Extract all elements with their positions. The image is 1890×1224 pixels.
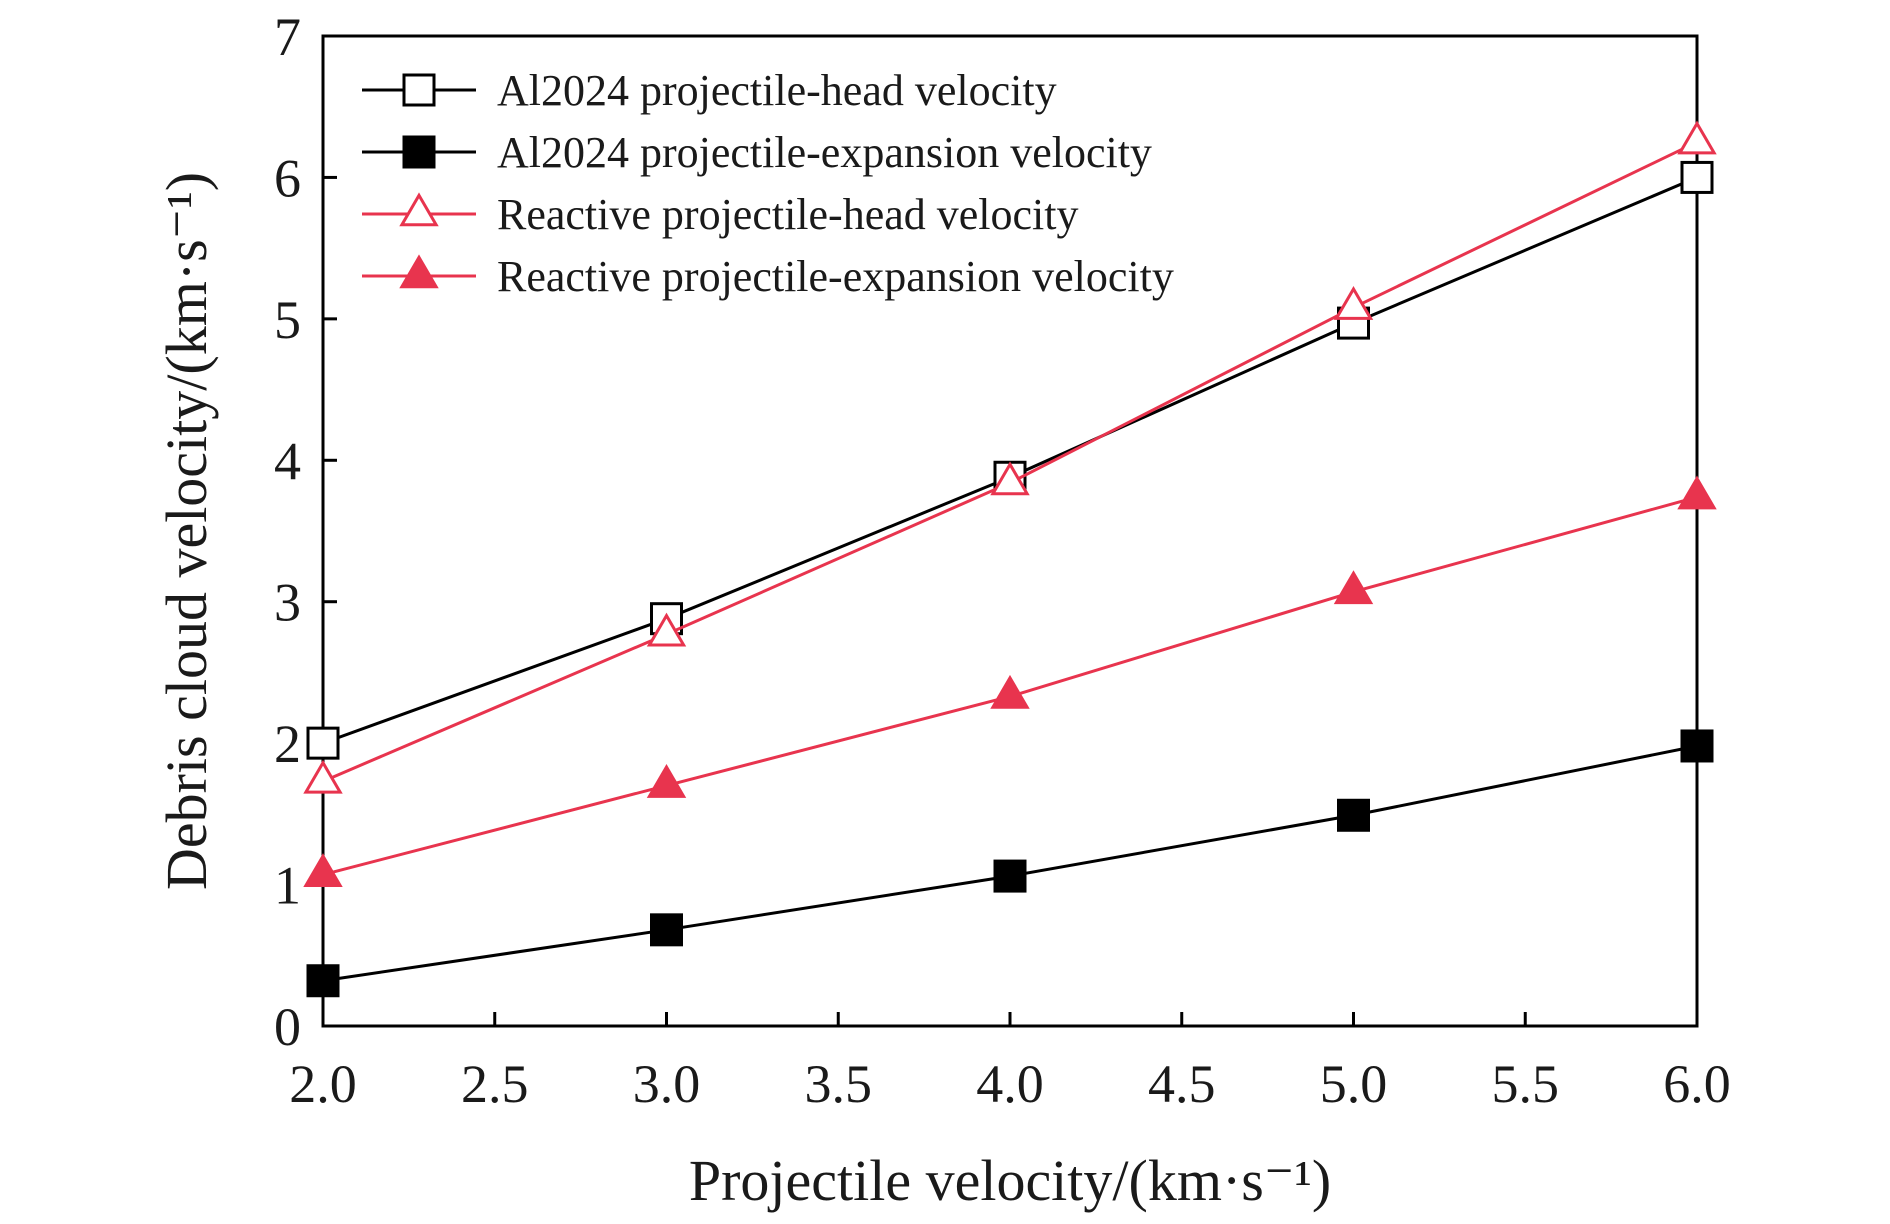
x-axis-title: Projectile velocity/(km·s⁻¹) [689,1148,1331,1213]
legend-item: Reactive projectile-head velocity [362,190,1079,239]
data-point [650,913,683,947]
y-tick-label: 3 [274,573,301,633]
y-tick-label: 1 [274,856,301,916]
x-tick-label: 3.0 [633,1054,701,1114]
data-point [306,964,340,998]
x-tick-label: 2.5 [461,1054,529,1114]
x-tick-label: 4.0 [976,1054,1044,1114]
axes: 2.0 2.5 3.0 3.5 4.0 4.5 5.0 5.5 6.0 0 1 2 3 4 5 6 7 [274,7,1731,1114]
data-point [1680,160,1714,194]
legend-label: Al2024 projectile-head velocity [497,66,1057,115]
legend-label: Reactive projectile-head velocity [497,190,1079,239]
legend-label: Al2024 projectile-expansion velocity [497,128,1152,177]
data-point [303,759,343,794]
series-3 [303,120,1717,794]
x-tick-label: 2.0 [289,1054,357,1114]
axis-titles: Projectile velocity/(km·s⁻¹) Debris cloud… [154,172,1331,1213]
legend-item: Al2024 projectile-expansion velocity [362,128,1152,177]
legend: Al2024 projectile-head velocity Al2024 pr… [362,66,1174,301]
data-point [1677,120,1717,155]
legend-item: Al2024 projectile-head velocity [362,66,1057,115]
data-point [1680,729,1714,763]
x-tick-label: 5.0 [1320,1054,1388,1114]
y-tick-label: 2 [274,714,301,774]
y-tick-label: 0 [274,997,301,1057]
legend-marker [402,73,436,107]
data-point [1333,285,1374,320]
series-4 [303,475,1717,887]
data-point [306,726,340,760]
y-tick-label: 6 [274,148,301,208]
legend-marker [402,135,436,169]
y-axis-title: Debris cloud velocity/(km·s⁻¹) [154,172,219,890]
y-tick-label: 5 [274,290,301,350]
data-point [990,674,1030,709]
data-point [646,612,687,647]
series-layer [303,120,1717,998]
x-tick-label: 6.0 [1663,1054,1731,1114]
data-point [303,853,343,887]
y-tick-label: 7 [274,7,301,67]
x-tick-label: 5.5 [1492,1054,1560,1114]
legend-item: Reactive projectile-expansion velocity [362,252,1174,301]
series-2 [306,729,1714,998]
y-tick-label: 4 [274,431,301,491]
legend-label: Reactive projectile-expansion velocity [497,252,1174,301]
data-point [646,763,687,798]
x-tick-label: 3.5 [805,1054,873,1114]
data-point [990,461,1030,496]
legend-marker [399,254,439,289]
data-point [1333,570,1374,605]
data-point [993,859,1027,893]
legend-marker [399,192,439,227]
data-point [1677,475,1717,510]
x-tick-label: 4.5 [1148,1054,1216,1114]
data-point [1337,798,1370,832]
